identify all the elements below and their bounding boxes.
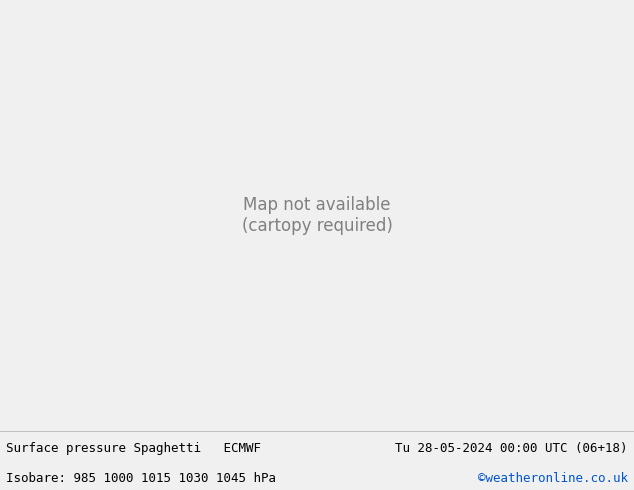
Text: Tu 28-05-2024 00:00 UTC (06+18): Tu 28-05-2024 00:00 UTC (06+18) <box>395 442 628 455</box>
Text: ©weatheronline.co.uk: ©weatheronline.co.uk <box>477 472 628 485</box>
Text: Surface pressure Spaghetti   ECMWF: Surface pressure Spaghetti ECMWF <box>6 442 261 455</box>
Text: Map not available
(cartopy required): Map not available (cartopy required) <box>242 196 392 235</box>
Text: Isobare: 985 1000 1015 1030 1045 hPa: Isobare: 985 1000 1015 1030 1045 hPa <box>6 472 276 485</box>
